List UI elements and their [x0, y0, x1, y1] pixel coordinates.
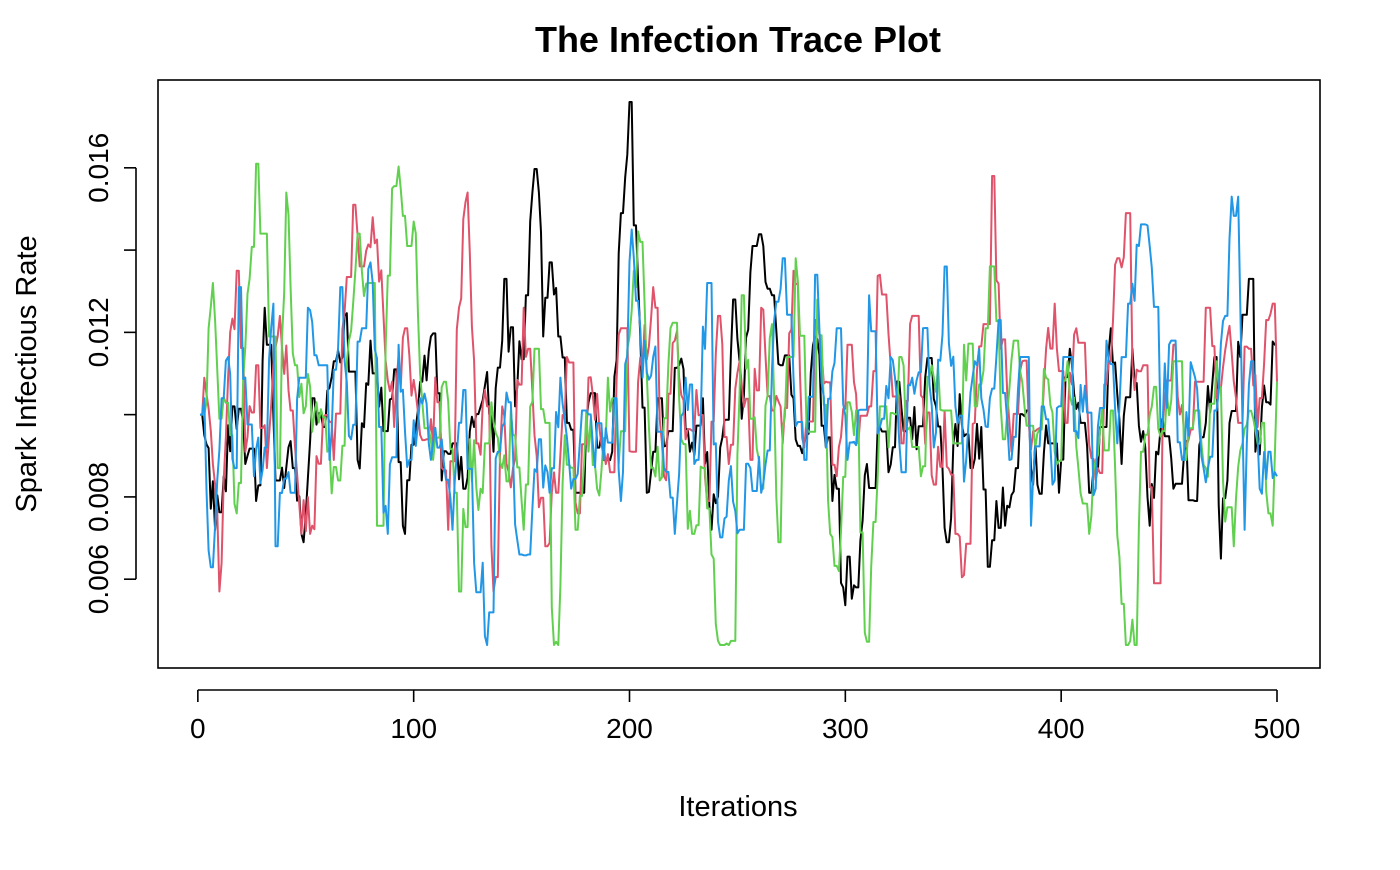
- y-tick-label: 0.016: [83, 133, 114, 203]
- y-axis: 0.006 0.008 0.012 0.016: [83, 133, 137, 614]
- y-tick-label: 0.006: [83, 544, 114, 614]
- y-tick-label: 0.008: [83, 462, 114, 532]
- series-layer: [200, 101, 1278, 646]
- x-tick-label: 100: [390, 713, 437, 744]
- chart-title: The Infection Trace Plot: [535, 19, 941, 60]
- x-tick-label: 0: [190, 713, 206, 744]
- x-tick-label: 300: [822, 713, 869, 744]
- x-tick-label: 500: [1254, 713, 1301, 744]
- trace-series-4: [200, 195, 1278, 646]
- y-tick-label: 0.012: [83, 297, 114, 367]
- x-axis-label: Iterations: [678, 791, 797, 823]
- plot-frame: [157, 79, 1321, 669]
- x-tick-label: 400: [1038, 713, 1085, 744]
- y-axis-label: Spark Infectious Rate: [11, 235, 43, 512]
- x-tick-label: 200: [606, 713, 653, 744]
- trace-series-2: [200, 175, 1278, 593]
- x-axis: 0 100 200 300 400 500: [190, 689, 1301, 744]
